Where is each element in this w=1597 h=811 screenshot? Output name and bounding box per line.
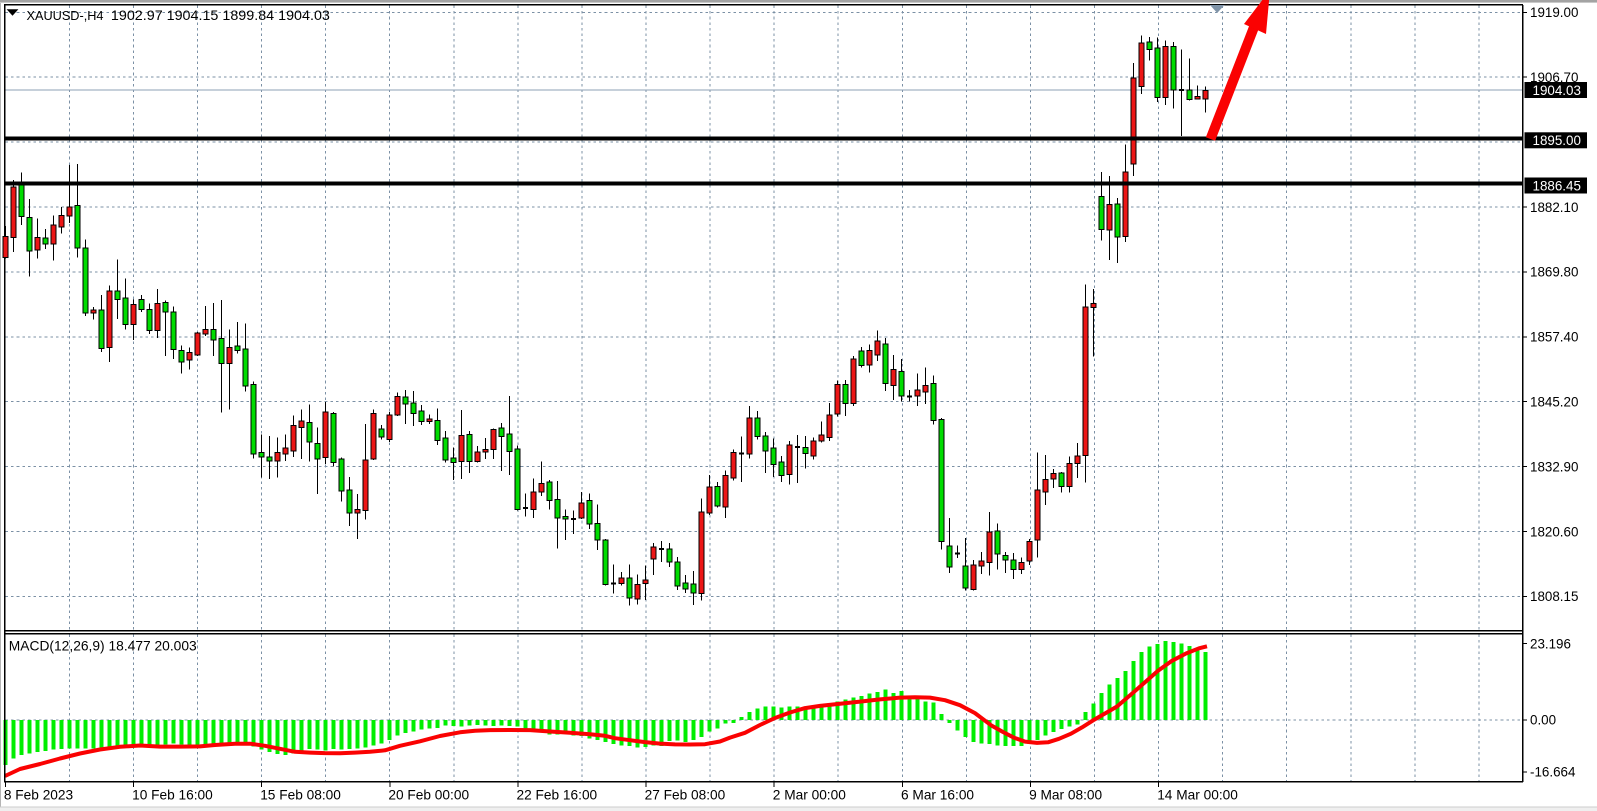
svg-text:8 Feb 2023: 8 Feb 2023 <box>4 788 74 803</box>
svg-text:23.196: 23.196 <box>1530 636 1571 651</box>
svg-text:1882.10: 1882.10 <box>1530 200 1578 215</box>
svg-text:1919.00: 1919.00 <box>1530 5 1578 20</box>
svg-text:1869.80: 1869.80 <box>1530 265 1578 280</box>
svg-text:2 Mar 00:00: 2 Mar 00:00 <box>773 788 846 803</box>
svg-text:9 Mar 08:00: 9 Mar 08:00 <box>1029 788 1102 803</box>
svg-text:10 Feb 16:00: 10 Feb 16:00 <box>132 788 213 803</box>
svg-text:MACD(12,26,9) 18.477 20.003: MACD(12,26,9) 18.477 20.003 <box>9 639 197 654</box>
svg-text:1832.90: 1832.90 <box>1530 459 1578 474</box>
svg-text:1857.40: 1857.40 <box>1530 330 1578 345</box>
svg-text:1820.60: 1820.60 <box>1530 524 1578 539</box>
svg-text:22 Feb 16:00: 22 Feb 16:00 <box>517 788 598 803</box>
svg-text:1895.00: 1895.00 <box>1533 133 1581 148</box>
svg-text:XAUUSD-,H4: XAUUSD-,H4 <box>27 8 104 23</box>
svg-text:-16.664: -16.664 <box>1530 765 1576 780</box>
svg-text:15 Feb 08:00: 15 Feb 08:00 <box>260 788 341 803</box>
svg-text:0.00: 0.00 <box>1530 713 1556 728</box>
svg-text:1886.45: 1886.45 <box>1533 178 1581 193</box>
svg-text:20 Feb 00:00: 20 Feb 00:00 <box>388 788 469 803</box>
svg-text:1902.97 1904.15 1899.84 1904.0: 1902.97 1904.15 1899.84 1904.03 <box>111 8 330 23</box>
svg-text:1906.70: 1906.70 <box>1530 70 1578 85</box>
svg-text:14 Mar 00:00: 14 Mar 00:00 <box>1157 788 1238 803</box>
svg-text:1845.20: 1845.20 <box>1530 395 1578 410</box>
svg-text:1808.15: 1808.15 <box>1530 589 1578 604</box>
svg-text:27 Feb 08:00: 27 Feb 08:00 <box>645 788 726 803</box>
svg-text:6 Mar 16:00: 6 Mar 16:00 <box>901 788 974 803</box>
svg-text:1904.03: 1904.03 <box>1533 83 1581 98</box>
